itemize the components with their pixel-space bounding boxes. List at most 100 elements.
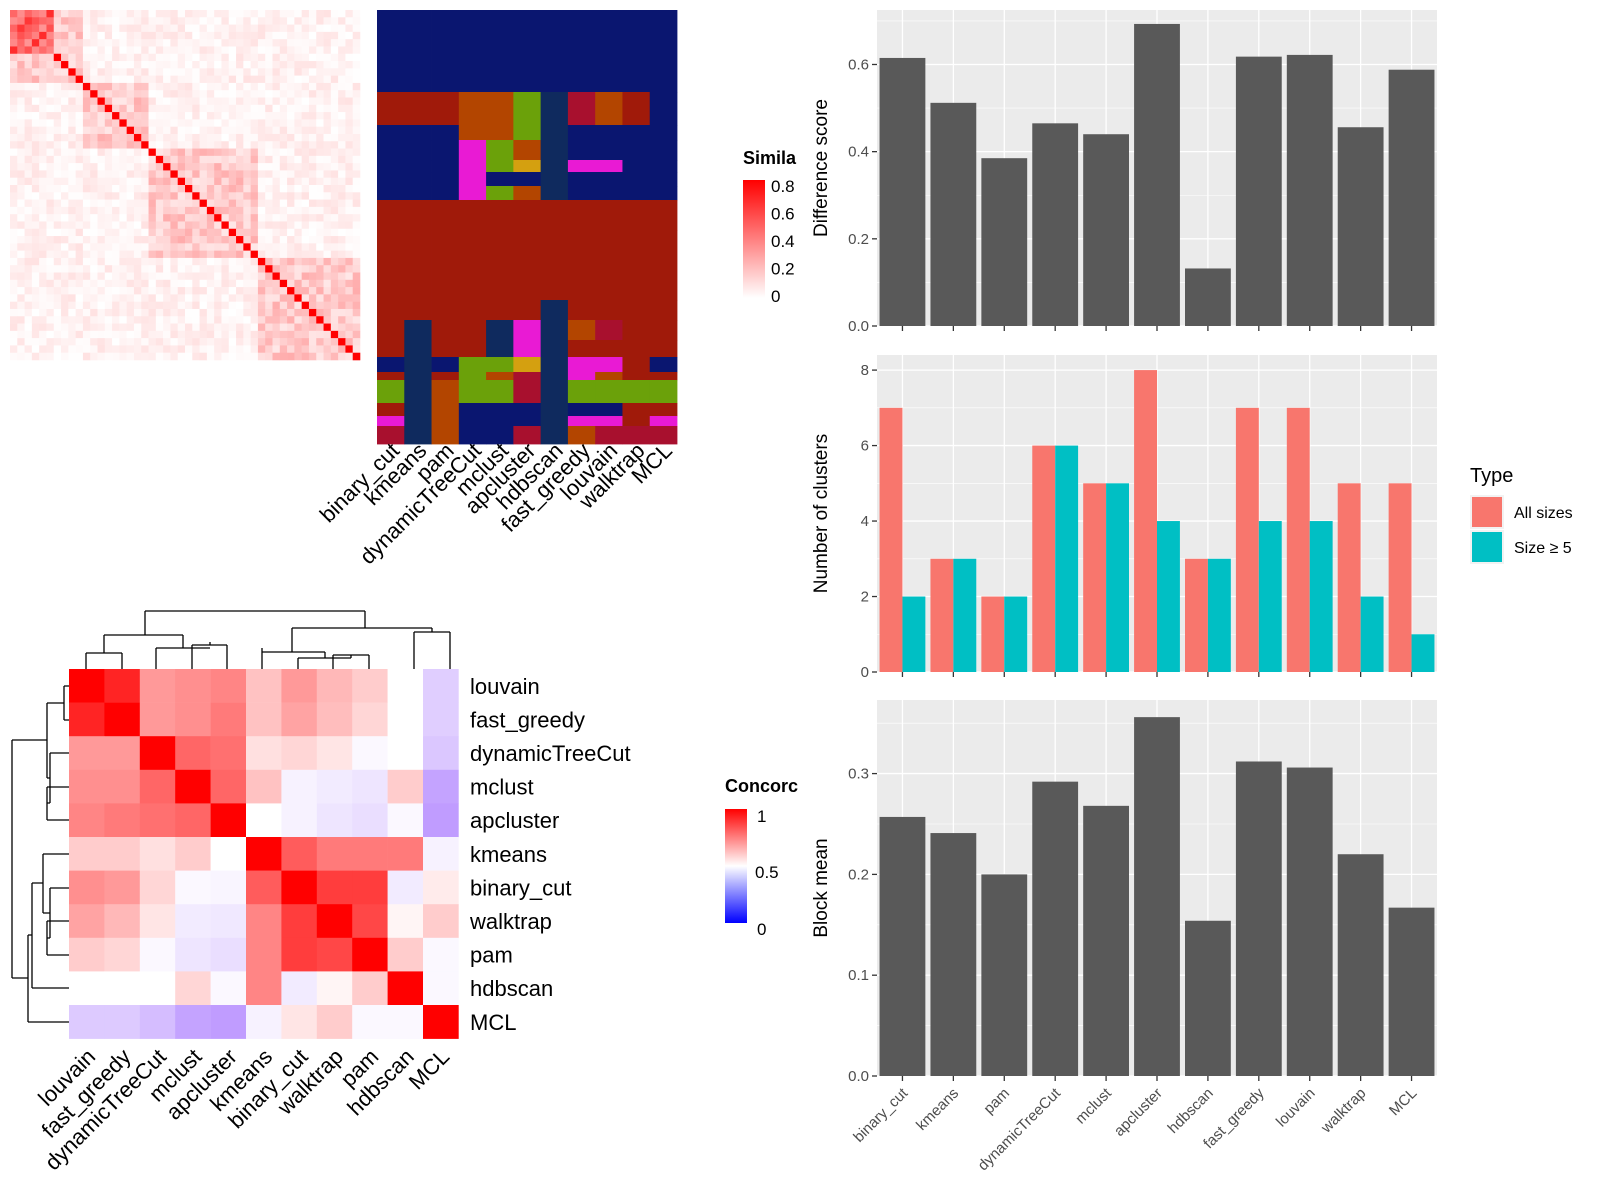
- similarity-cell: [112, 345, 120, 354]
- similarity-cell: [61, 46, 69, 55]
- similarity-cell: [46, 31, 55, 40]
- similarity-cell: [68, 265, 76, 273]
- similarity-cell: [243, 185, 251, 193]
- similarity-cell: [192, 338, 200, 346]
- cluster-assignment-cell: [404, 426, 432, 445]
- similarity-cell: [206, 199, 215, 208]
- similarity-cell: [243, 243, 251, 251]
- similarity-cell: [221, 82, 230, 91]
- similarity-cell: [236, 119, 244, 127]
- similarity-cell: [294, 352, 302, 361]
- similarity-cell: [53, 308, 62, 317]
- similarity-cell: [119, 39, 127, 47]
- concordance-cell: [175, 837, 211, 871]
- similarity-cell: [185, 279, 193, 288]
- similarity-cell: [68, 17, 76, 25]
- concordance-cell: [316, 870, 353, 905]
- similarity-cell: [221, 148, 230, 157]
- similarity-cell: [192, 214, 200, 222]
- similarity-cell: [68, 192, 76, 200]
- similarity-cell: [170, 104, 179, 113]
- similarity-cell: [185, 265, 193, 273]
- similarity-cell: [265, 104, 273, 113]
- similarity-cell: [155, 133, 164, 142]
- similarity-cell: [192, 61, 200, 69]
- similarity-cell: [352, 39, 361, 47]
- similarity-cell: [148, 104, 157, 113]
- similarity-cell: [316, 148, 324, 157]
- similarity-cell: [265, 250, 273, 259]
- similarity-cell: [301, 141, 310, 149]
- similarity-cell: [170, 119, 179, 127]
- similarity-cell: [163, 68, 171, 76]
- similarity-cell: [163, 294, 171, 302]
- similarity-cell: [170, 323, 179, 332]
- similarity-cell: [330, 257, 339, 266]
- x-tick-label: kmeans: [913, 1085, 962, 1134]
- similarity-cell: [119, 257, 127, 266]
- similarity-cell: [75, 75, 84, 84]
- similarity-cell: [104, 345, 113, 354]
- similarity-cell: [126, 97, 135, 106]
- similarity-cell: [163, 272, 171, 281]
- similarity-cell: [214, 68, 222, 76]
- similarity-cell: [177, 323, 186, 332]
- similarity-cell: [228, 17, 237, 25]
- similarity-cell: [330, 308, 339, 317]
- similarity-cell: [112, 17, 120, 25]
- similarity-cell: [68, 257, 76, 266]
- y-tick-label: 0.0: [848, 318, 869, 335]
- similarity-cell: [17, 279, 25, 288]
- similarity-cell: [90, 61, 98, 69]
- similarity-cell: [316, 308, 324, 317]
- concordance-cell: [139, 702, 176, 737]
- similarity-cell: [177, 352, 186, 361]
- similarity-cell: [82, 39, 91, 47]
- cluster-assignment-cell: [404, 372, 432, 381]
- similarity-cell: [53, 104, 62, 113]
- similarity-cell: [112, 10, 120, 18]
- similarity-cell: [250, 119, 259, 127]
- similarity-cell: [31, 192, 40, 200]
- similarity-cell: [308, 345, 317, 354]
- similarity-cell: [250, 338, 259, 346]
- similarity-cell: [228, 90, 237, 98]
- similarity-cell: [82, 338, 91, 346]
- similarity-cell: [294, 31, 302, 40]
- similarity-cell: [119, 90, 127, 98]
- cluster-assignment-cell: [540, 380, 569, 404]
- similarity-cell: [119, 243, 127, 251]
- similarity-cell: [257, 97, 266, 106]
- cluster-assignment-cell: [458, 10, 487, 93]
- similarity-cell: [148, 24, 157, 33]
- concordance-cell: [175, 736, 211, 771]
- similarity-cell: [257, 31, 266, 40]
- similarity-cell: [294, 338, 302, 346]
- similarity-cell: [287, 163, 295, 171]
- cluster-assignment-cell: [595, 125, 623, 141]
- similarity-cell: [82, 294, 91, 302]
- similarity-cell: [97, 75, 106, 84]
- cluster-assignment-cell: [595, 172, 623, 187]
- similarity-cell: [221, 265, 230, 273]
- similarity-cell: [68, 243, 76, 251]
- similarity-cell: [294, 61, 302, 69]
- similarity-cell: [46, 155, 55, 164]
- similarity-cell: [265, 199, 273, 208]
- similarity-cell: [177, 272, 186, 281]
- similarity-cell: [323, 294, 332, 302]
- similarity-cell: [294, 17, 302, 25]
- similarity-cell: [53, 119, 62, 127]
- similarity-cell: [206, 250, 215, 259]
- similarity-cell: [243, 126, 251, 135]
- similarity-cell: [192, 39, 200, 47]
- similarity-cell: [39, 338, 47, 346]
- similarity-cell: [287, 316, 295, 324]
- similarity-cell: [61, 75, 69, 84]
- similarity-cell: [287, 221, 295, 230]
- similarity-cell: [119, 338, 127, 346]
- cluster-assignment-cell: [649, 140, 678, 161]
- similarity-cell: [126, 75, 135, 84]
- similarity-cell: [228, 104, 237, 113]
- concordance-cell: [352, 837, 388, 871]
